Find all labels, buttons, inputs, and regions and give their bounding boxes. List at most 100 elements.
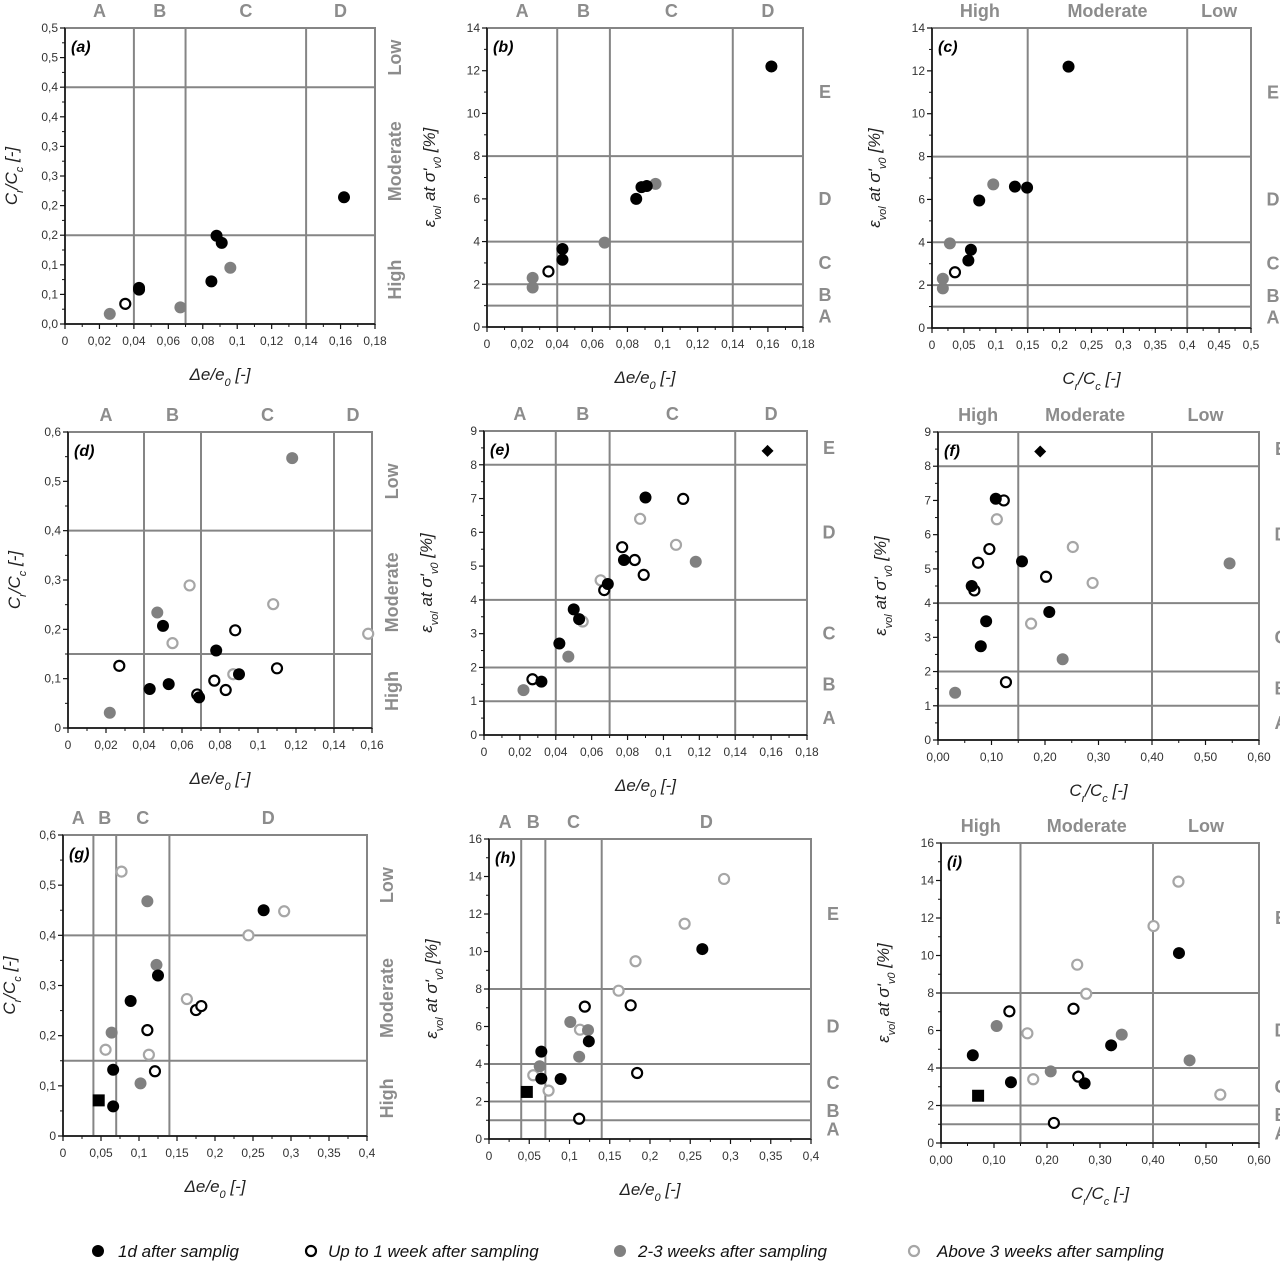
point-s3w (142, 1048, 155, 1061)
axis-label-subscript: vol (877, 206, 889, 221)
right-zone-label: B (827, 1101, 840, 1121)
point-s23w (1044, 1065, 1057, 1078)
axis-label-part: [-] (231, 769, 252, 788)
x-tick-label: 0,1 (561, 1149, 578, 1163)
axis-label-subscript: c (17, 570, 29, 576)
right-zone-label: B (823, 674, 836, 694)
right-zone-label: C (1275, 1077, 1280, 1097)
y-tick-label: 8 (475, 982, 482, 996)
point-s23w (562, 650, 575, 663)
right-zone-label: B (1267, 286, 1280, 306)
point-s1d (107, 1063, 120, 1076)
legend-marker-s23w (614, 1245, 626, 1257)
y-tick-label: 0,2 (41, 199, 58, 213)
point-s3w (542, 1084, 555, 1097)
point-s3w (1027, 1073, 1040, 1086)
point-s1d (1004, 1076, 1017, 1089)
y-tick-label: 0,2 (41, 228, 58, 242)
top-zone-label: High (958, 405, 998, 425)
point-s1d (193, 691, 206, 704)
point-s3w (1080, 987, 1093, 1000)
right-zone-label: E (827, 904, 839, 924)
right-zone-label: C (1275, 627, 1280, 647)
point-s23w (151, 606, 164, 619)
x-tick-label: 0,06 (581, 337, 605, 351)
x-tick-label: 0,20 (1035, 1153, 1059, 1167)
axis-label-subscript: vol (432, 205, 444, 220)
axis-label-part: Δe/e (188, 769, 224, 788)
top-zone-label: High (960, 1, 1000, 21)
right-zone-label: A (1267, 307, 1280, 327)
point-s1w (141, 1024, 154, 1037)
right-zone-label: Low (382, 462, 402, 499)
point-s1d (601, 578, 614, 591)
x-axis-label: Δe/e0 [-] (188, 365, 251, 389)
top-zone-label: B (98, 808, 111, 828)
point-s23w (1223, 557, 1236, 570)
point-s1d (554, 1073, 567, 1085)
x-tick-label: 0,14 (721, 337, 745, 351)
point-s1w (983, 542, 996, 556)
point-s23w (103, 706, 116, 719)
y-tick-label: 8 (473, 149, 480, 163)
axis-label-subscript: c (12, 976, 24, 982)
point-s1d (617, 554, 630, 567)
point-s1w (972, 556, 985, 569)
y-axis-label: Cr/Cc [-] (2, 146, 26, 206)
point-s1w (542, 265, 555, 278)
x-tick-label: 0,25 (241, 1146, 265, 1160)
top-zone-label: B (166, 405, 179, 425)
point-s1d (143, 683, 156, 696)
axis-label-part: C (5, 596, 24, 609)
axis-label-part: C (2, 192, 21, 205)
y-tick-label: 2 (927, 1099, 934, 1113)
top-zone-label: Moderate (1047, 816, 1127, 836)
y-tick-label: 0,1 (41, 258, 58, 272)
x-tick-label: 0,35 (759, 1149, 783, 1163)
x-tick-label: 0,1 (654, 337, 671, 351)
x-tick-label: 0,50 (1194, 750, 1218, 764)
y-tick-label: 0 (473, 320, 480, 334)
x-tick-label: 0,06 (170, 738, 194, 752)
x-tick-label: 0,08 (616, 745, 640, 759)
x-tick-label: 0,10 (982, 1153, 1006, 1167)
right-zone-label: Low (377, 866, 397, 903)
y-tick-label: 4 (470, 593, 477, 607)
point-s23w (1115, 1028, 1128, 1041)
axis-label-subscript: 0 (225, 377, 232, 389)
point-s1d (157, 619, 169, 632)
axis-label-part: [%] (871, 535, 890, 566)
x-tick-label: 0,30 (1088, 1153, 1112, 1167)
axis-label-subscript: v0 (877, 157, 889, 170)
axis-label-subscript: c (1104, 1196, 1110, 1208)
point-s1d (573, 613, 586, 626)
right-zone-label: E (1275, 439, 1280, 459)
x-tick-label: 0,25 (679, 1149, 703, 1163)
panel-label: (g) (69, 846, 89, 863)
y-tick-label: 4 (927, 1061, 934, 1075)
axis-label-part: /C (1077, 369, 1096, 388)
right-zone-label: C (823, 624, 836, 644)
axis-label-subscript: 0 (225, 781, 232, 793)
point-s1w (677, 492, 690, 505)
y-axis-label: εvol at σ'v0 [%] (874, 942, 898, 1043)
top-zone-label: A (499, 812, 512, 832)
point-s1d (980, 615, 993, 628)
axis-label-subscript: 0 (650, 788, 657, 800)
y-tick-label: 7 (470, 492, 477, 506)
point-s3w (1024, 617, 1038, 630)
point-s1d (765, 60, 778, 73)
y-tick-label: 0,4 (41, 80, 58, 94)
y-tick-label: 0,2 (44, 622, 61, 636)
x-tick-label: 0,06 (157, 334, 181, 348)
x-tick-label: 0,2 (207, 1146, 224, 1160)
point-s1w (1039, 570, 1053, 583)
x-tick-label: 0,16 (756, 337, 780, 351)
right-zone-label: High (377, 1078, 397, 1118)
y-tick-label: 0,6 (39, 828, 56, 842)
point-s1d (1015, 555, 1028, 568)
right-zone-label: E (823, 438, 835, 458)
axis-label-part: at σ' (420, 168, 439, 206)
point-s23w (1183, 1054, 1196, 1067)
right-zone-label: A (1275, 1124, 1280, 1144)
